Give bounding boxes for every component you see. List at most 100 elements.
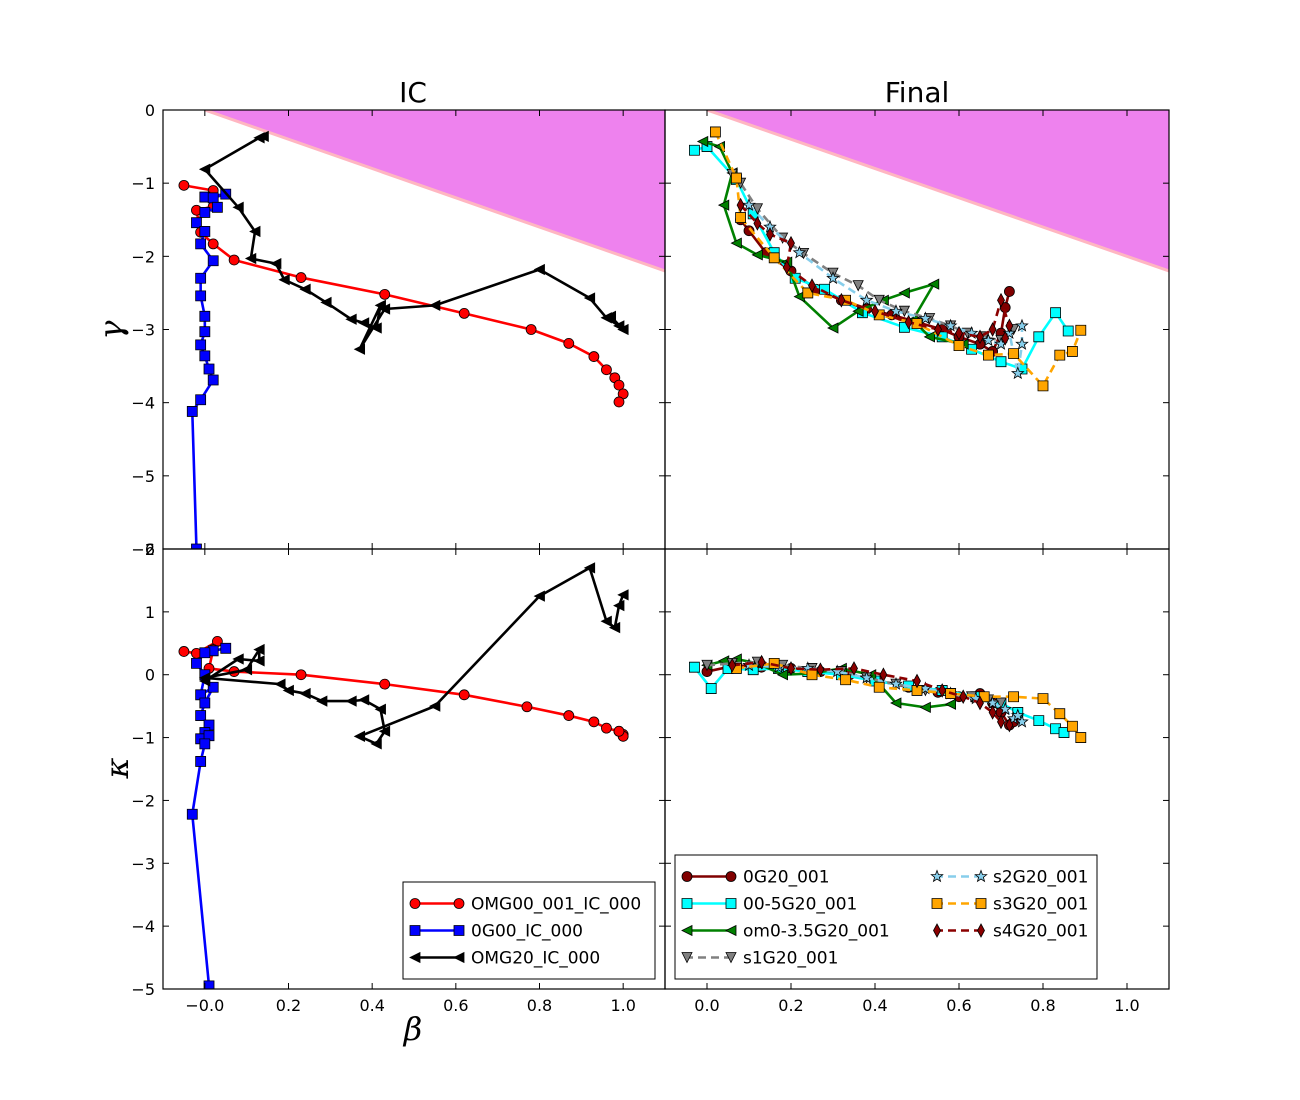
data-point-OMG20_IC_000 <box>232 201 244 213</box>
data-point-s4G20_001 <box>1001 330 1010 346</box>
data-point-OMG20_IC_000 <box>249 225 261 238</box>
data-point-s1G20_001 <box>873 294 885 307</box>
data-point-s3G20_001 <box>953 340 965 351</box>
data-point-s2G20_001 <box>826 271 840 285</box>
x-tick-label: 0.8 <box>527 996 552 1015</box>
legend-label: om0-3.5G20_001 <box>743 922 890 942</box>
data-point-OMG00_001_IC_000 <box>178 179 190 191</box>
data-point-0G00_IC_000 <box>186 406 198 417</box>
data-point-s4G20_001 <box>757 654 766 670</box>
data-point-om0-3.5G20_001 <box>923 331 935 343</box>
data-point-OMG20_IC_000 <box>240 664 253 676</box>
data-point-s3G20_001 <box>735 212 746 223</box>
legend-marker <box>725 871 737 882</box>
data-point-0G00_IC_000 <box>199 697 211 709</box>
x-tick-label: 0.8 <box>1030 996 1055 1015</box>
data-point-s4G20_001 <box>736 197 745 213</box>
data-point-OMG00_001_IC_000 <box>613 725 625 737</box>
data-point-0G00_IC_000 <box>199 207 211 218</box>
data-point-0G00_IC_000 <box>199 738 211 750</box>
y-tick-label: −6 <box>131 540 155 559</box>
data-point-OMG00_001_IC_000 <box>379 288 391 300</box>
data-point-om0-3.5G20_001 <box>730 237 742 249</box>
y-tick-label: −3 <box>131 321 155 340</box>
data-point-0G00_IC_000 <box>207 374 219 386</box>
data-point-OMG20_IC_000 <box>316 695 328 707</box>
data-point-s3G20_001 <box>1075 732 1087 743</box>
data-point-OMG20_IC_000 <box>320 296 332 309</box>
legend-entry-om0-3.5G20_001: om0-3.5G20_001 <box>681 922 890 942</box>
data-point-OMG20_IC_000 <box>253 132 265 144</box>
data-point-s2G20_001 <box>742 197 756 211</box>
data-point-OMG20_IC_000 <box>282 684 294 697</box>
series-OMG00_001_IC_000 <box>178 179 629 408</box>
data-point-OMG00_001_IC_000 <box>458 308 470 319</box>
x-tick-label: 0.4 <box>862 996 887 1015</box>
data-point-s4G20_001 <box>988 322 997 337</box>
series-s4G20_001 <box>736 197 1014 346</box>
data-point-0G00_IC_000 <box>186 808 198 820</box>
data-point-00-5G20_001 <box>1050 307 1061 319</box>
data-point-s3G20_001 <box>1008 691 1019 703</box>
legend-label: 0G00_IC_000 <box>471 922 583 942</box>
data-point-OMG00_001_IC_000 <box>525 324 537 335</box>
legend-marker <box>681 924 693 937</box>
data-point-0G00_IC_000 <box>199 350 211 362</box>
data-point-s1G20_001 <box>852 280 864 292</box>
data-point-s2G20_001 <box>1010 708 1025 722</box>
panel-final_kappa: 0.0 0.2 0.4 0.6 0.8 1.0 0G20_001 00-5G20_001 om0… <box>664 548 1170 1015</box>
data-point-s4G20_001 <box>837 292 846 308</box>
legend-label: OMG20_IC_000 <box>471 949 600 969</box>
legend-marker <box>409 951 421 964</box>
x-tick-label: −0.0 <box>185 996 224 1015</box>
data-point-s2G20_001 <box>998 702 1013 716</box>
data-point-s4G20_001 <box>879 667 888 683</box>
y-tick-label: −1 <box>131 174 155 193</box>
data-point-s4G20_001 <box>787 235 795 251</box>
data-point-s2G20_001 <box>889 676 903 690</box>
data-point-0G00_IC_000 <box>195 290 207 302</box>
y-tick-label: −2 <box>131 247 155 266</box>
panel-final_gamma <box>664 109 1170 550</box>
legend-marker <box>933 923 941 938</box>
data-point-s2G20_001 <box>859 293 874 307</box>
data-point-s3G20_001 <box>1054 349 1066 361</box>
data-point-s3G20_001 <box>731 172 742 184</box>
data-point-OMG20_IC_000 <box>533 590 545 602</box>
data-point-00-5G20_001 <box>1062 325 1074 337</box>
y-tick-label: 2 <box>145 540 155 559</box>
data-point-s2G20_001 <box>943 318 958 332</box>
legend-label: s2G20_001 <box>993 868 1088 888</box>
legend-entry-0G00_IC_000: 0G00_IC_000 <box>409 922 583 942</box>
data-point-0G00_IC_000 <box>199 326 211 338</box>
data-point-s4G20_001 <box>753 216 762 231</box>
x-tick-label: 0.2 <box>778 996 803 1015</box>
data-point-OMG00_001_IC_000 <box>601 722 612 734</box>
data-point-s4G20_001 <box>938 683 947 698</box>
data-point-OMG20_IC_000 <box>370 738 382 750</box>
legend-label: s3G20_001 <box>993 895 1088 915</box>
data-point-OMG20_IC_000 <box>345 695 357 707</box>
panel-title-final: Final <box>885 76 950 109</box>
x-tick-label: 0.6 <box>946 996 971 1015</box>
legend-marker <box>975 898 987 909</box>
data-point-s2G20_001 <box>1015 714 1029 728</box>
legend-marker <box>409 898 421 909</box>
data-point-OMG20_IC_000 <box>232 653 244 665</box>
y-tick-label: 0 <box>145 666 155 685</box>
data-point-OMG00_001_IC_000 <box>563 710 575 721</box>
data-point-s4G20_001 <box>766 227 774 242</box>
series-OMG00_001_IC_000 <box>178 636 629 742</box>
data-point-s2G20_001 <box>1015 318 1029 332</box>
legend-entry-s3G20_001: s3G20_001 <box>931 895 1088 915</box>
legend-entry-s2G20_001: s2G20_001 <box>930 868 1088 888</box>
data-point-s3G20_001 <box>911 685 923 696</box>
data-point-s4G20_001 <box>997 714 1005 730</box>
data-point-OMG00_001_IC_000 <box>563 338 575 349</box>
legend-label: 00-5G20_001 <box>743 895 857 915</box>
data-point-s3G20_001 <box>768 252 780 264</box>
data-point-0G00_IC_000 <box>207 255 219 267</box>
legend-marker <box>725 952 737 964</box>
y-tick-label: −2 <box>131 791 155 810</box>
